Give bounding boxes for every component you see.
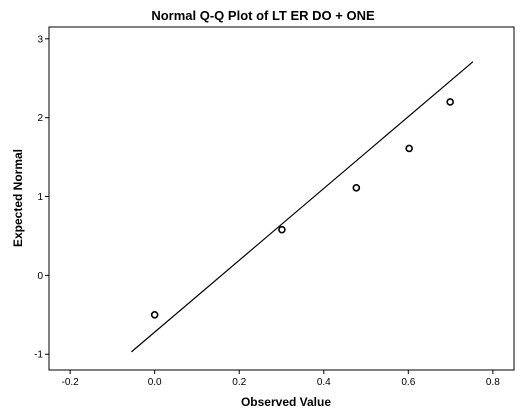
reference-line	[131, 61, 474, 353]
plot-area	[48, 26, 515, 371]
x-tick-label: 0.0	[148, 377, 162, 388]
y-tick-label: 0	[37, 271, 43, 282]
data-points-layer	[150, 98, 454, 319]
x-tick-label: 0.6	[401, 377, 415, 388]
data-point	[405, 144, 413, 153]
y-tick-label: 1	[37, 192, 43, 203]
data-point	[150, 311, 159, 319]
x-tick-label: 0.2	[232, 377, 246, 388]
x-axis: -0.2 0.0 0.2 0.4 0.6 0.8	[62, 370, 500, 388]
data-point	[446, 98, 454, 106]
y-axis-title: Expected Normal	[11, 149, 25, 247]
data-point	[352, 184, 361, 192]
x-tick-label: 0.8	[486, 377, 500, 388]
x-tick-label: 0.4	[317, 377, 331, 388]
reference-line-layer	[131, 61, 474, 353]
x-axis-title: Observed Value	[241, 395, 331, 409]
y-axis: -1 0 1 2 3	[34, 34, 49, 361]
y-tick-label: -1	[34, 350, 43, 361]
y-tick-label: 2	[37, 113, 43, 124]
chart-title: Normal Q-Q Plot of LT ER DO + ONE	[151, 8, 375, 23]
x-tick-label: -0.2	[62, 377, 80, 388]
y-tick-label: 3	[37, 34, 43, 45]
data-point	[278, 225, 286, 234]
